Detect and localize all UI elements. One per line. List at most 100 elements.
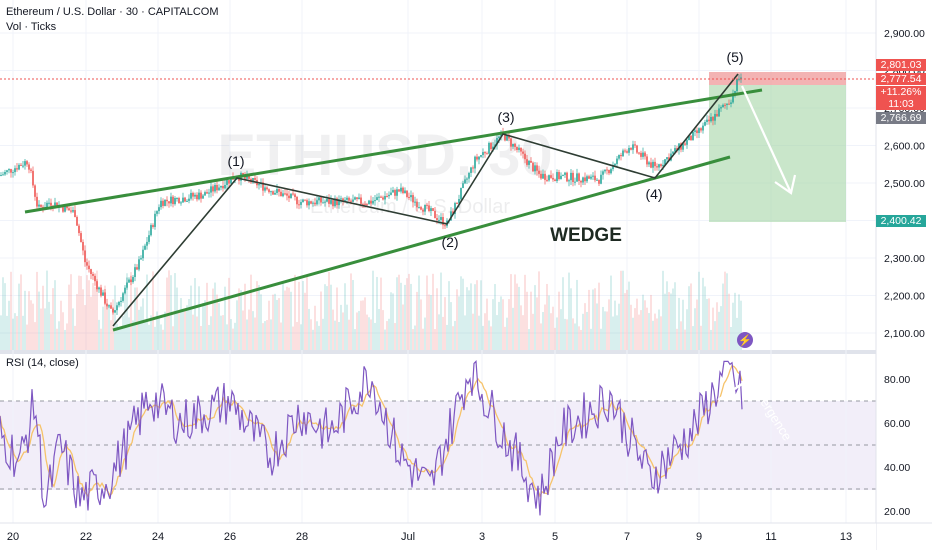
candle-body xyxy=(276,188,278,193)
candle-body xyxy=(618,155,620,159)
volume-bar xyxy=(414,325,416,350)
volume-bar xyxy=(554,327,556,350)
rsi-tick-label: 40.00 xyxy=(884,462,910,474)
volume-bar xyxy=(586,311,588,350)
wave-2-label: (2) xyxy=(441,234,458,250)
volume-bar xyxy=(410,283,412,350)
candle-body xyxy=(100,287,102,296)
rsi-line[interactable] xyxy=(0,360,743,516)
candle-body xyxy=(142,249,144,259)
candle-body xyxy=(552,177,554,180)
volume-bar xyxy=(276,299,278,350)
pane-separator[interactable] xyxy=(0,350,932,354)
candle-body xyxy=(630,147,632,150)
candle-body xyxy=(308,201,310,206)
candle-body xyxy=(540,173,542,179)
candle-body xyxy=(550,175,552,178)
candle-body xyxy=(438,219,440,221)
candle-body xyxy=(484,152,486,154)
volume-bar xyxy=(66,323,68,350)
candle-body xyxy=(616,158,618,164)
volume-bar xyxy=(136,287,138,350)
candle-body xyxy=(642,152,644,157)
candle-body xyxy=(450,211,452,221)
candle-body xyxy=(392,190,394,193)
candle-body xyxy=(388,194,390,197)
volume-bar xyxy=(8,300,10,350)
volume-bar xyxy=(106,306,108,350)
volume-bar xyxy=(666,281,668,350)
volume-bar xyxy=(110,320,112,350)
candle-body xyxy=(672,151,674,154)
volume-bar xyxy=(86,275,88,350)
candle-body xyxy=(182,197,184,203)
candle-body xyxy=(198,192,200,200)
candle-body xyxy=(624,150,626,152)
candle-body xyxy=(130,279,132,283)
volume-bar xyxy=(198,286,200,350)
volume-bar xyxy=(100,328,102,350)
time-axis[interactable] xyxy=(0,523,876,550)
candle-body xyxy=(686,140,688,145)
rsi-legend[interactable]: RSI (14, close) xyxy=(6,357,79,369)
volume-bar xyxy=(400,282,402,350)
price-tick-label: 2,600.00 xyxy=(884,141,925,153)
candle-body xyxy=(282,193,284,197)
volume-bar xyxy=(564,318,566,350)
elliott-wave-path[interactable] xyxy=(112,73,739,327)
volume-bar xyxy=(618,303,620,350)
candle-body xyxy=(206,192,208,194)
candle-body xyxy=(82,241,84,251)
volume-bar xyxy=(452,326,454,350)
projection-arrow[interactable] xyxy=(740,85,793,194)
candle-body xyxy=(476,156,478,160)
candle-body xyxy=(656,166,658,168)
volume-bar xyxy=(238,288,240,350)
candle-body xyxy=(430,208,432,211)
candle-body xyxy=(254,177,256,180)
candle-body xyxy=(532,162,534,172)
target-zone[interactable] xyxy=(709,85,846,222)
volume-bar xyxy=(656,318,658,350)
candle-body xyxy=(374,200,376,202)
candle-body xyxy=(562,174,564,176)
volume-bar xyxy=(590,328,592,350)
candle-body xyxy=(146,241,148,246)
candle-body xyxy=(606,169,608,171)
volume-bar xyxy=(218,303,220,350)
candle-body xyxy=(2,174,4,176)
candle-body xyxy=(506,135,508,141)
volume-bar xyxy=(232,328,234,350)
candle-body xyxy=(694,130,696,132)
volume-bar xyxy=(96,270,98,350)
wedge-upper-line[interactable] xyxy=(24,88,763,214)
idea-marker-icon[interactable] xyxy=(737,332,753,348)
volume-bar xyxy=(616,315,618,350)
candle-body xyxy=(226,180,228,185)
volume-bar xyxy=(362,300,364,350)
volume-bar xyxy=(532,313,534,350)
candle-body xyxy=(326,198,328,202)
volume-bar xyxy=(472,313,474,350)
volume-bar xyxy=(730,326,732,350)
candle-body xyxy=(598,179,600,184)
candle-body xyxy=(96,281,98,290)
candle-body xyxy=(252,177,254,183)
candle-body xyxy=(342,198,344,202)
candle-body xyxy=(126,282,128,288)
candle-body xyxy=(498,136,500,138)
volume-bar xyxy=(494,284,496,350)
volume-bar xyxy=(738,294,740,350)
volume-legend[interactable]: Vol · Ticks xyxy=(6,21,57,33)
wedge-lower-line[interactable] xyxy=(112,155,731,332)
volume-bar xyxy=(440,272,442,350)
divergence-line[interactable] xyxy=(717,378,749,402)
chart-title[interactable]: Ethereum / U.S. Dollar · 30 · CAPITALCOM xyxy=(6,6,219,18)
candle-body xyxy=(488,142,490,154)
volume-bar xyxy=(312,329,314,350)
volume-bar xyxy=(52,288,54,350)
volume-bar xyxy=(658,309,660,350)
volume-bar xyxy=(584,303,586,350)
volume-bar xyxy=(280,322,282,350)
